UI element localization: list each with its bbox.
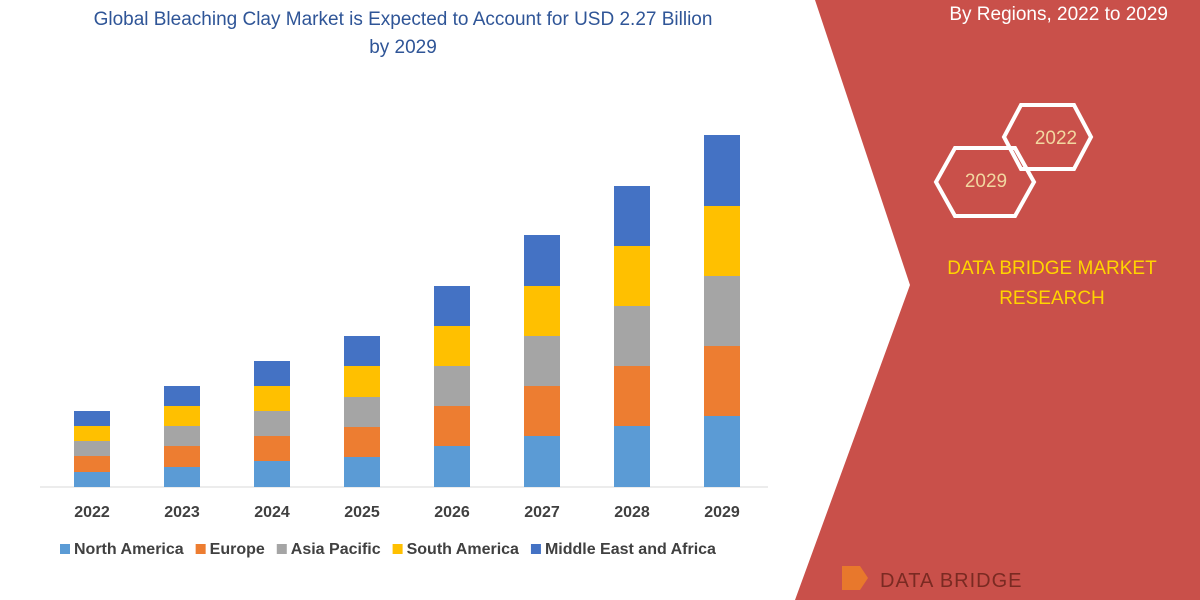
hexagon	[933, 146, 1037, 218]
hexagon-label: 2029	[965, 171, 1007, 192]
bar-segment	[704, 206, 740, 276]
bar-segment	[434, 326, 470, 366]
bar-segment	[164, 406, 200, 426]
bar-segment	[614, 246, 650, 306]
subtitle: By Regions, 2022 to 2029	[949, 4, 1168, 25]
bar-segment	[74, 456, 110, 472]
bar-segment	[704, 276, 740, 346]
x-tick-label: 2025	[344, 504, 380, 521]
x-tick-label: 2029	[704, 504, 740, 521]
bar-segment	[344, 397, 380, 427]
side-panel	[795, 0, 1200, 600]
legend-label: Middle East and Africa	[545, 541, 716, 558]
bar-segment	[344, 427, 380, 457]
bar-segment	[344, 366, 380, 397]
x-tick-label: 2026	[434, 504, 470, 521]
legend-swatch	[60, 544, 70, 554]
bar-segment	[434, 406, 470, 446]
bar-segment	[524, 286, 560, 336]
legend-swatch	[276, 544, 287, 554]
bar-segment	[164, 467, 200, 487]
bar-segment	[164, 426, 200, 446]
logo-mark	[842, 566, 868, 590]
bar-segment	[254, 461, 290, 487]
bar-segment	[254, 386, 290, 411]
legend-label: Europe	[210, 541, 265, 558]
chart-title: Global Bleaching Clay Market is Expected…	[93, 9, 713, 58]
x-tick-label: 2028	[614, 504, 650, 521]
logo: DATA BRIDGE	[880, 570, 1023, 592]
bar-segment	[614, 186, 650, 246]
hexagon-label: 2022	[1035, 128, 1077, 149]
bar-segment	[704, 346, 740, 416]
x-tick-label: 2023	[164, 504, 200, 521]
bar-segment	[614, 426, 650, 487]
bar-segment	[524, 336, 560, 386]
bar-segment	[344, 457, 380, 487]
bar-segment	[524, 386, 560, 436]
bar-segment	[614, 306, 650, 366]
bar-segment	[434, 446, 470, 487]
bar-segment	[74, 411, 110, 426]
brand: DATA BRIDGE MARKET RESEARCH	[947, 258, 1157, 309]
bar-segment	[524, 235, 560, 286]
x-tick-label: 2027	[524, 504, 560, 521]
legend-swatch	[392, 544, 403, 554]
x-tick-label: 2022	[74, 504, 110, 521]
bar-segment	[164, 446, 200, 467]
legend-label: North America	[74, 541, 184, 558]
x-tick-label: 2024	[254, 504, 290, 521]
bar-segment	[614, 366, 650, 426]
bar-segment	[74, 441, 110, 456]
bar-segment	[254, 361, 290, 386]
bar-segment	[344, 336, 380, 366]
bar-segment	[434, 286, 470, 326]
bar-segment	[164, 386, 200, 406]
legend-swatch	[195, 544, 206, 554]
bar-segment	[74, 472, 110, 487]
bar-segment	[524, 436, 560, 487]
legend-label: South America	[407, 541, 519, 558]
bar-segment	[434, 366, 470, 406]
legend-label: Asia Pacific	[291, 541, 381, 558]
bar-segment	[254, 411, 290, 436]
legend-swatch	[530, 544, 541, 554]
bar-segment	[254, 436, 290, 461]
bar-segment	[74, 426, 110, 441]
bar-segment	[704, 135, 740, 206]
hexagon	[1001, 103, 1094, 171]
bar-segment	[704, 416, 740, 487]
